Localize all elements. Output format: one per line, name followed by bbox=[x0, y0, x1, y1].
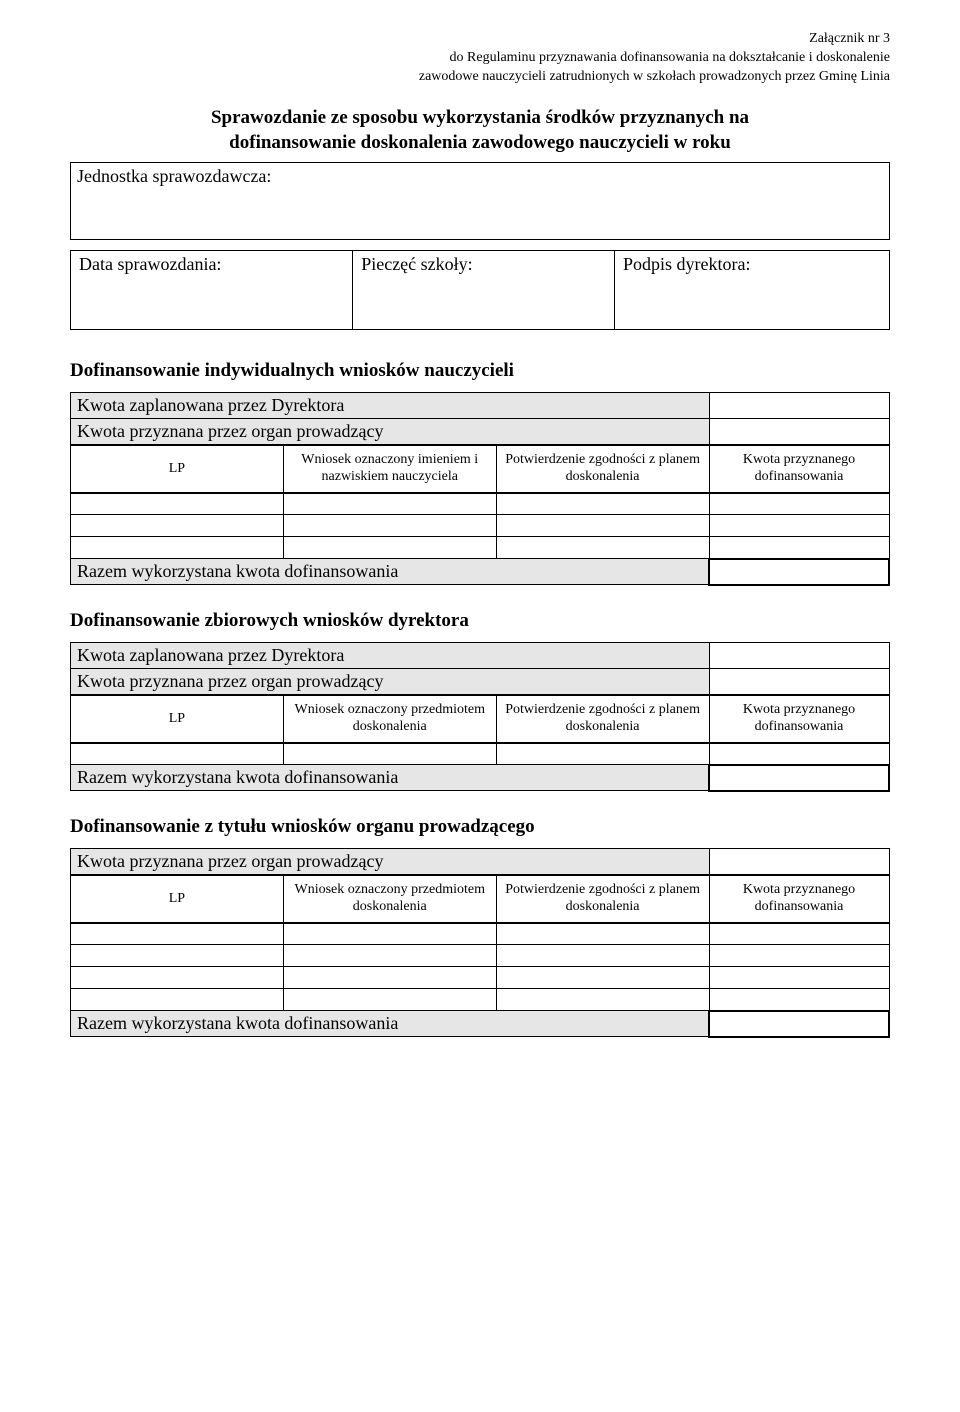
reporting-unit-label: Jednostka sprawozdawcza: bbox=[77, 166, 271, 186]
section2-granted-row: Kwota przyznana przez organ prowadzący bbox=[71, 668, 890, 695]
section2-col-confirm: Potwierdzenie zgodności z planem doskona… bbox=[496, 695, 709, 743]
section1-total-row: Razem wykorzystana kwota dofinansowania bbox=[71, 559, 890, 585]
section3-granted-row: Kwota przyznana przez organ prowadzący bbox=[71, 848, 890, 875]
section2-granted-label: Kwota przyznana przez organ prowadzący bbox=[71, 668, 710, 695]
section1-col-confirm: Potwierdzenie zgodności z planem doskona… bbox=[496, 445, 709, 493]
section2-total-label: Razem wykorzystana kwota dofinansowania bbox=[71, 765, 710, 791]
table-row bbox=[71, 743, 890, 765]
section3-col-confirm: Potwierdzenie zgodności z planem doskona… bbox=[496, 875, 709, 923]
section1-heading: Dofinansowanie indywidualnych wniosków n… bbox=[70, 360, 890, 382]
document-title: Sprawozdanie ze sposobu wykorzystania śr… bbox=[100, 105, 860, 156]
section3-total-row: Razem wykorzystana kwota dofinansowania bbox=[71, 1011, 890, 1037]
director-signature-field[interactable]: Podpis dyrektora: bbox=[615, 251, 889, 329]
section1-col-desc: Wniosek oznaczony imieniem i nazwiskiem … bbox=[283, 445, 496, 493]
section2-col-desc: Wniosek oznaczony przedmiotem doskonalen… bbox=[283, 695, 496, 743]
attachment-line2: zawodowe nauczycieli zatrudnionych w szk… bbox=[419, 69, 890, 84]
reporting-unit-box[interactable]: Jednostka sprawozdawcza: bbox=[70, 162, 890, 240]
section2-total-row: Razem wykorzystana kwota dofinansowania bbox=[71, 765, 890, 791]
table-row bbox=[71, 989, 890, 1011]
section1-total-label: Razem wykorzystana kwota dofinansowania bbox=[71, 559, 710, 585]
table-row bbox=[71, 515, 890, 537]
section1-granted-label: Kwota przyznana przez organ prowadzący bbox=[71, 418, 710, 445]
section1-header-row: LP Wniosek oznaczony imieniem i nazwiski… bbox=[71, 445, 890, 493]
section1-col-lp: LP bbox=[71, 445, 284, 493]
attachment-line1: do Regulaminu przyznawania dofinansowani… bbox=[450, 50, 890, 65]
attachment-number: Załącznik nr 3 bbox=[809, 31, 890, 46]
section2-col-lp: LP bbox=[71, 695, 284, 743]
section2-planned-value[interactable] bbox=[709, 642, 889, 668]
table-row bbox=[71, 537, 890, 559]
section3-header-row: LP Wniosek oznaczony przedmiotem doskona… bbox=[71, 875, 890, 923]
section3-total-value[interactable] bbox=[709, 1011, 889, 1037]
table-row bbox=[71, 493, 890, 515]
section1-granted-row: Kwota przyznana przez organ prowadzący bbox=[71, 418, 890, 445]
title-line1: Sprawozdanie ze sposobu wykorzystania śr… bbox=[211, 107, 749, 128]
section2-heading: Dofinansowanie zbiorowych wniosków dyrek… bbox=[70, 610, 890, 632]
table-row bbox=[71, 945, 890, 967]
section1-planned-label: Kwota zaplanowana przez Dyrektora bbox=[71, 392, 710, 418]
school-stamp-label: Pieczęć szkoły: bbox=[361, 254, 472, 274]
section2-total-value[interactable] bbox=[709, 765, 889, 791]
section2-planned-label: Kwota zaplanowana przez Dyrektora bbox=[71, 642, 710, 668]
attachment-header: Załącznik nr 3 do Regulaminu przyznawani… bbox=[70, 30, 890, 87]
section2-planned-row: Kwota zaplanowana przez Dyrektora bbox=[71, 642, 890, 668]
section3-total-label: Razem wykorzystana kwota dofinansowania bbox=[71, 1011, 710, 1037]
school-stamp-field[interactable]: Pieczęć szkoły: bbox=[353, 251, 615, 329]
director-signature-label: Podpis dyrektora: bbox=[623, 254, 751, 274]
table-row bbox=[71, 967, 890, 989]
section3-table: Kwota przyznana przez organ prowadzący L… bbox=[70, 848, 890, 1038]
section3-col-amount: Kwota przyznanego dofinansowania bbox=[709, 875, 889, 923]
section1-granted-value[interactable] bbox=[709, 418, 889, 445]
section3-granted-label: Kwota przyznana przez organ prowadzący bbox=[71, 848, 710, 875]
section2-col-amount: Kwota przyznanego dofinansowania bbox=[709, 695, 889, 743]
section3-col-lp: LP bbox=[71, 875, 284, 923]
report-date-field[interactable]: Data sprawozdania: bbox=[71, 251, 353, 329]
section1-table: Kwota zaplanowana przez Dyrektora Kwota … bbox=[70, 392, 890, 586]
section1-col-amount: Kwota przyznanego dofinansowania bbox=[709, 445, 889, 493]
section3-heading: Dofinansowanie z tytułu wniosków organu … bbox=[70, 816, 890, 838]
meta-row: Data sprawozdania: Pieczęć szkoły: Podpi… bbox=[70, 250, 890, 330]
section2-granted-value[interactable] bbox=[709, 668, 889, 695]
section1-planned-value[interactable] bbox=[709, 392, 889, 418]
section1-planned-row: Kwota zaplanowana przez Dyrektora bbox=[71, 392, 890, 418]
section1-total-value[interactable] bbox=[709, 559, 889, 585]
report-date-label: Data sprawozdania: bbox=[79, 254, 221, 274]
table-row bbox=[71, 923, 890, 945]
section3-col-desc: Wniosek oznaczony przedmiotem doskonalen… bbox=[283, 875, 496, 923]
title-line2: dofinansowanie doskonalenia zawodowego n… bbox=[229, 132, 731, 153]
section2-header-row: LP Wniosek oznaczony przedmiotem doskona… bbox=[71, 695, 890, 743]
section2-table: Kwota zaplanowana przez Dyrektora Kwota … bbox=[70, 642, 890, 792]
section3-granted-value[interactable] bbox=[709, 848, 889, 875]
